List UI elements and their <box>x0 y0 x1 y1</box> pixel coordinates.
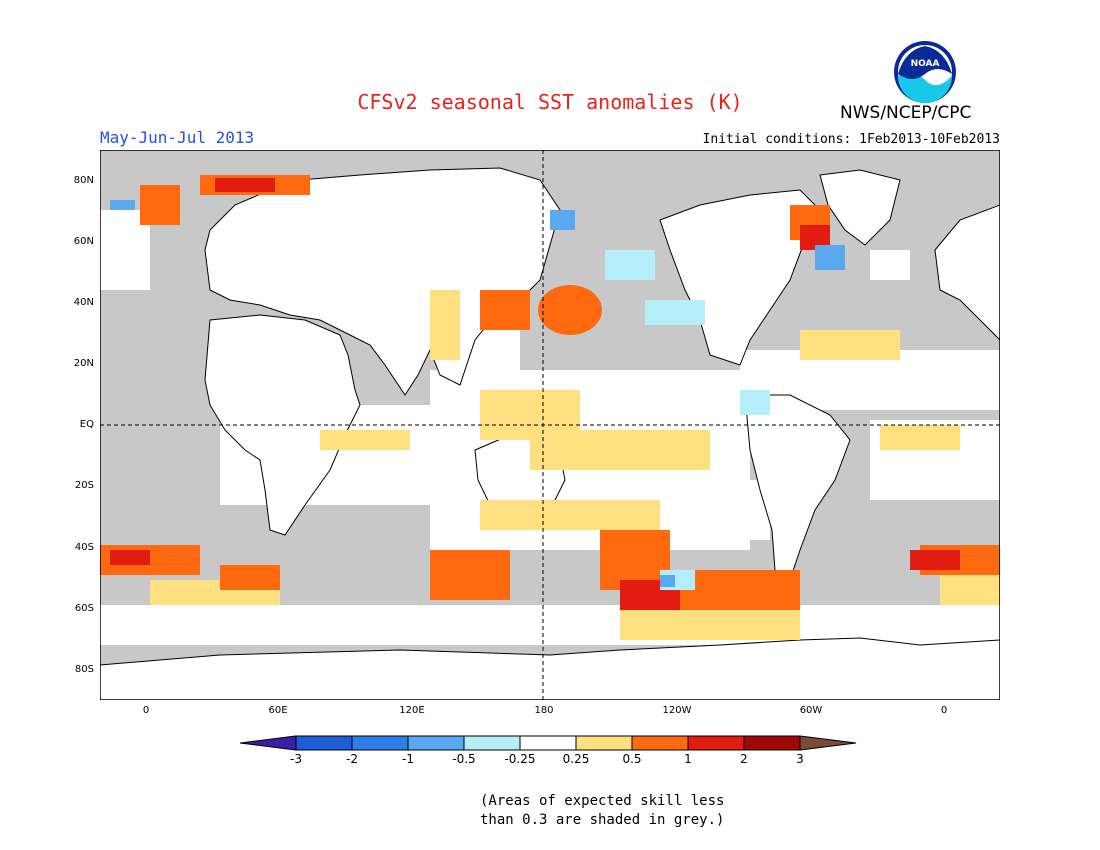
lat-label-80s: 80S <box>74 664 94 675</box>
logo-text: NOAA <box>911 59 940 69</box>
colorbar-segment <box>351 735 409 751</box>
colorbar-segment <box>295 735 353 751</box>
skill-footnote: (Areas of expected skill less than 0.3 a… <box>480 792 724 830</box>
colorbar-segment <box>687 735 745 751</box>
colorbar-tick-label: 3 <box>796 752 804 766</box>
colorbar-tick-label: -0.25 <box>504 752 536 766</box>
colorbar-segment-min <box>240 735 297 751</box>
lon-label-60w: 60W <box>799 705 823 716</box>
colorbar-segment <box>463 735 521 751</box>
color-scale-bar <box>240 735 857 751</box>
colorbar-segment <box>631 735 689 751</box>
colorbar-segment <box>407 735 465 751</box>
colorbar-segment <box>575 735 633 751</box>
lon-label-0-right: 0 <box>940 705 948 716</box>
lon-label-0: 0 <box>142 705 150 716</box>
noaa-logo: NOAA <box>894 41 956 103</box>
initial-conditions-label: Initial conditions: 1Feb2013-10Feb2013 <box>702 132 1000 147</box>
lon-label-180: 180 <box>534 705 554 716</box>
colorbar-tick-label: -0.5 <box>452 752 476 766</box>
colorbar-tick-label: -3 <box>290 752 302 766</box>
lat-label-20n: 20N <box>73 358 94 369</box>
lon-label-120e: 120E <box>399 705 425 716</box>
cold-anomaly-05 <box>110 200 845 587</box>
lat-label-60n: 60N <box>73 236 94 247</box>
colorbar-segment <box>519 735 577 751</box>
colorbar-tick-label: -2 <box>346 752 358 766</box>
lat-label-20s: 20S <box>74 480 94 491</box>
colorbar-tick-label: 1 <box>684 752 692 766</box>
agency-label: NWS/NCEP/CPC <box>840 103 972 123</box>
lat-label-80n: 80N <box>73 175 94 186</box>
chart-title: CFSv2 seasonal SST anomalies (K) <box>357 90 743 114</box>
colorbar-tick-label: 2 <box>740 752 748 766</box>
colorbar-tick-label: -1 <box>402 752 414 766</box>
colorbar-tick-label: 0.5 <box>622 752 642 766</box>
sst-anomaly-map <box>100 150 1000 700</box>
season-label: May-Jun-Jul 2013 <box>100 128 255 147</box>
footnote-line-1: (Areas of expected skill less <box>480 793 725 809</box>
colorbar-segment-max <box>799 735 857 751</box>
lat-label-40n: 40N <box>73 297 94 308</box>
colorbar-tick-label: 0.25 <box>562 752 590 766</box>
lon-label-60e: 60E <box>268 705 288 716</box>
warm-anomaly-05 <box>100 175 1000 610</box>
lat-label-eq: EQ <box>79 419 94 430</box>
warm-anomaly-1 <box>110 178 960 610</box>
footnote-line-2: than 0.3 are shaded in grey.) <box>480 812 725 828</box>
lon-label-120w: 120W <box>662 705 692 716</box>
lat-label-40s: 40S <box>74 542 94 553</box>
colorbar-segment <box>743 735 801 751</box>
lat-label-60s: 60S <box>74 603 94 614</box>
